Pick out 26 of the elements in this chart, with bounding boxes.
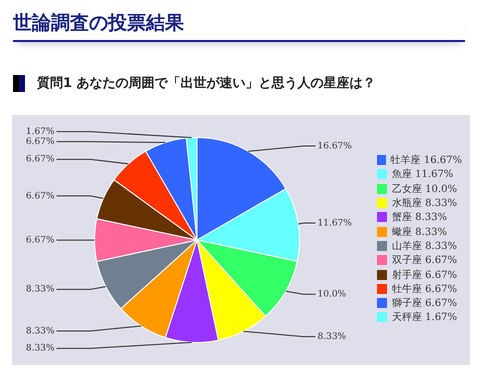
legend-label: 射手座 6.67% xyxy=(392,268,457,282)
data-label: 16.67% xyxy=(318,141,352,152)
legend-label: 天秤座 1.67% xyxy=(392,310,457,324)
legend-label: 魚座 11.67% xyxy=(392,168,454,182)
legend-label: 牡羊座 16.67% xyxy=(390,154,462,168)
legend-label: 蟹座 8.33% xyxy=(392,210,447,224)
data-label: 6.67% xyxy=(26,136,55,147)
legend-label: 蠍座 8.33% xyxy=(392,226,447,239)
data-label: 8.33% xyxy=(318,332,347,342)
data-label: 6.67% xyxy=(26,154,55,165)
legend-label: 牡牛座 6.67% xyxy=(392,282,457,296)
chart-subtitle: 質問1 あなたの周囲で「出世が速い」と思う人の星座は？ xyxy=(37,74,376,92)
legend-label: 獅子座 6.67% xyxy=(392,296,457,310)
legend-label: 双子座 6.67% xyxy=(392,254,457,268)
legend-label: 乙女座 10.0% xyxy=(392,182,457,196)
data-label: 6.67% xyxy=(26,191,55,202)
data-label: 11.67% xyxy=(318,218,352,228)
data-label: 6.67% xyxy=(26,235,55,246)
data-label: 1.67% xyxy=(26,126,55,137)
legend-label: 水瓶座 8.33% xyxy=(392,196,457,210)
chart-title: 世論調査の投票結果 xyxy=(13,10,465,42)
legend-label: 山羊座 8.33% xyxy=(392,240,457,253)
data-label: 10.0% xyxy=(318,290,347,300)
data-label: 8.33% xyxy=(26,344,55,354)
data-label: 8.33% xyxy=(26,326,55,336)
data-label: 8.33% xyxy=(26,284,55,295)
